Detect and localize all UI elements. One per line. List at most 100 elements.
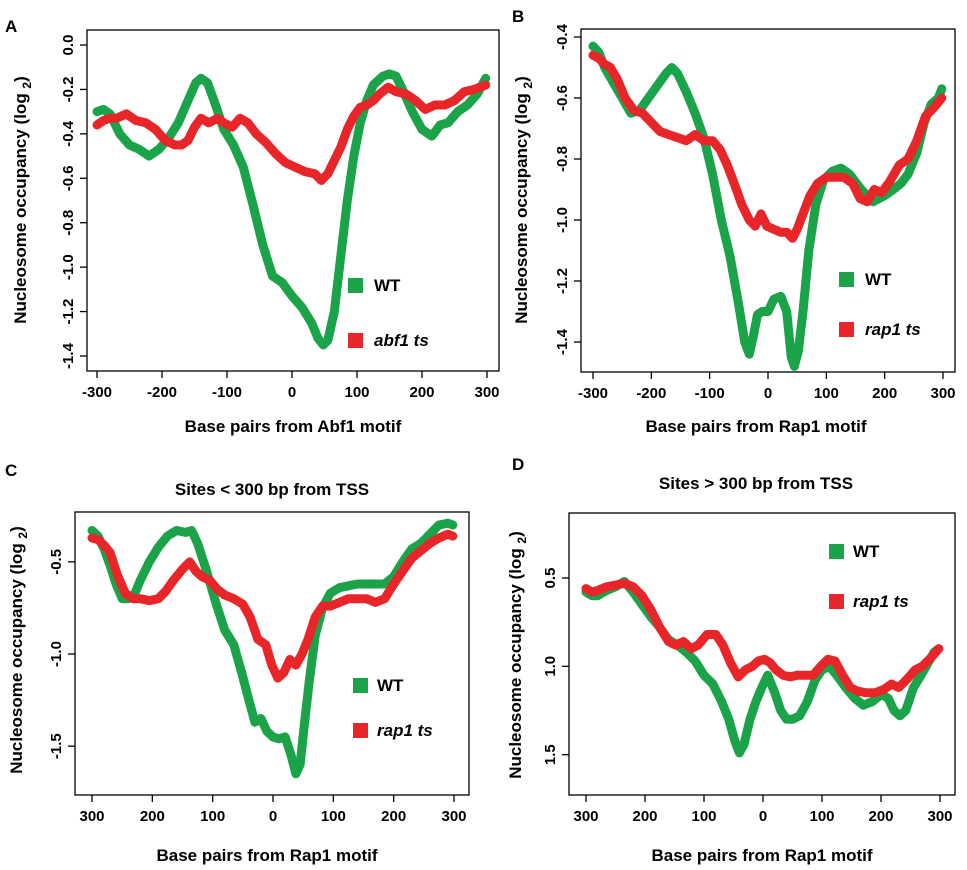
panel-d-series-mutant-line	[581, 578, 944, 698]
panel-a-series-wt-line	[92, 69, 491, 350]
panel-c: C Sites < 300 bp from TSS Base pairs fro…	[5, 461, 470, 865]
panel-d-x-tick-label: 0	[759, 808, 767, 825]
panel-b-x-tick-label: 100	[814, 385, 839, 402]
panel-d: D Sites > 300 bp from TSS Base pairs fro…	[506, 455, 956, 865]
panel-a-x-tick-label: 200	[409, 384, 434, 401]
legend-swatch-wt	[348, 278, 363, 293]
panel-d-y-axis-title-text: Nucleosome occupancy (log	[506, 548, 525, 779]
panel-a-x-tick-label: 300	[474, 384, 499, 401]
panel-d-x-tick-label: 100	[691, 808, 716, 825]
panel-c-x-tick-label: 100	[321, 808, 346, 825]
panel-a-y-tick-label: 0.0	[60, 35, 77, 56]
panel-d-x-tick-label: 300	[927, 808, 952, 825]
panel-a-x-axis-title: Base pairs from Abf1 motif	[185, 417, 402, 436]
panel-c-x-tick-label: 300	[441, 808, 466, 825]
panel-b: B Base pairs from Rap1 motif Nucleosome …	[512, 7, 956, 436]
y-axis-title-subscript: 2	[515, 537, 529, 544]
legend-label-wt: WT	[374, 276, 401, 295]
panel-b-x-tick-label: -300	[578, 385, 608, 402]
legend-label-wt: WT	[377, 676, 404, 695]
panel-d-legend: WT rap1 ts	[829, 542, 909, 611]
panel-a-legend: WT abf1 ts	[348, 276, 429, 350]
panel-c-x-tick-label: 200	[140, 808, 165, 825]
panel-a-y-tick-label: -0.6	[60, 165, 77, 191]
panel-b-y-tick-label: -0.6	[554, 85, 571, 111]
legend-swatch-mutant	[829, 594, 844, 609]
panel-d-x-tick-label: 200	[632, 808, 657, 825]
legend-swatch-wt	[839, 272, 854, 287]
panel-b-series-mutant-line	[588, 50, 947, 243]
panel-letter-c: C	[5, 461, 17, 480]
legend-swatch-wt	[353, 678, 368, 693]
panel-b-y-axis-title-text: Nucleosome occupancy (log	[512, 93, 531, 324]
panel-letter-a: A	[5, 17, 17, 36]
panel-b-y-tick-label: -1.2	[554, 268, 571, 294]
panel-c-series-mutant-line	[87, 529, 458, 683]
panel-c-x-tick-label: 100	[200, 808, 225, 825]
y-axis-title-subscript: 2	[521, 82, 535, 89]
panel-a-frame	[86, 29, 500, 372]
panel-d-y-tick-label: 1.5	[542, 744, 559, 765]
legend-label-mutant: rap1 ts	[377, 721, 433, 740]
legend-label-wt: WT	[865, 270, 892, 289]
y-axis-title-suffix: )	[7, 526, 26, 532]
panel-b-legend: WT rap1 ts	[839, 270, 921, 339]
panel-b-x-tick-label: -200	[636, 385, 666, 402]
panel-a-y-tick-label: -0.2	[60, 76, 77, 102]
panel-c-x-tick-label: 0	[269, 808, 277, 825]
y-axis-title-subscript: 2	[16, 532, 30, 539]
panel-b-y-tick-label: -1.4	[554, 328, 571, 355]
panel-d-x-tick-label: 300	[573, 808, 598, 825]
panel-b-x-tick-label: 300	[930, 385, 955, 402]
legend-label-mutant: rap1 ts	[865, 320, 921, 339]
panel-a-y-axis-title-text: Nucleosome occupancy (log	[11, 93, 30, 324]
panel-d-y-tick-label: 1.0	[542, 656, 559, 677]
panel-b-x-tick-label: 0	[764, 385, 772, 402]
panel-a: A Base pairs from Abf1 motif Nucleosome …	[5, 17, 500, 436]
legend-swatch-mutant	[353, 723, 368, 738]
panel-b-y-axis-title: Nucleosome occupancy (log 2)	[512, 76, 535, 324]
panel-b-y-tick-label: -1.0	[554, 207, 571, 233]
panel-a-y-axis-title: Nucleosome occupancy (log 2)	[11, 76, 34, 324]
legend-swatch-mutant	[839, 322, 854, 337]
panel-a-x-tick-label: -300	[82, 384, 112, 401]
panel-b-x-tick-label: 200	[872, 385, 897, 402]
panel-c-y-tick-label: -0.5	[48, 549, 65, 575]
y-axis-title-suffix: )	[506, 531, 525, 537]
legend-swatch-mutant	[348, 333, 363, 348]
panel-c-series-wt-line	[87, 518, 458, 779]
legend-swatch-wt	[829, 544, 844, 559]
panel-b-x-axis-title: Base pairs from Rap1 motif	[645, 417, 866, 436]
panel-c-y-tick-label: -1.0	[48, 641, 65, 667]
panel-b-series-wt-line	[588, 41, 947, 371]
panel-c-legend: WT rap1 ts	[353, 676, 433, 740]
panel-a-x-tick-label: -100	[212, 384, 242, 401]
panel-d-x-tick-label: 200	[868, 808, 893, 825]
panel-a-y-tick-label: -1.0	[60, 254, 77, 280]
panel-a-y-tick-label: -0.8	[60, 210, 77, 236]
panel-a-x-tick-label: 0	[288, 384, 296, 401]
panel-c-x-tick-label: 300	[79, 808, 104, 825]
panel-a-y-tick-label: -0.4	[60, 120, 77, 147]
panel-d-x-axis-title: Base pairs from Rap1 motif	[651, 846, 872, 865]
y-axis-title-subscript: 2	[20, 82, 34, 89]
panel-b-x-tick-label: -100	[695, 385, 725, 402]
panel-a-x-tick-label: 100	[344, 384, 369, 401]
panel-c-title: Sites < 300 bp from TSS	[175, 480, 369, 499]
panel-a-y-tick-label: -1.2	[60, 299, 77, 325]
panel-d-frame	[568, 512, 956, 796]
panel-c-x-axis-title: Base pairs from Rap1 motif	[156, 846, 377, 865]
panel-letter-d: D	[512, 455, 524, 474]
y-axis-title-suffix: )	[11, 76, 30, 82]
panel-a-series-mutant-line	[92, 80, 491, 185]
panel-letter-b: B	[512, 7, 524, 26]
panel-c-y-axis-title: Nucleosome occupancy (log 2)	[7, 526, 30, 774]
panel-b-y-tick-label: -0.8	[554, 146, 571, 172]
legend-label-mutant: abf1 ts	[374, 331, 429, 350]
y-axis-title-suffix: )	[512, 76, 531, 82]
panel-b-y-tick-label: -0.4	[554, 23, 571, 50]
legend-label-wt: WT	[853, 542, 880, 561]
panel-c-x-tick-label: 200	[381, 808, 406, 825]
panel-a-y-tick-label: -1.4	[60, 342, 77, 369]
